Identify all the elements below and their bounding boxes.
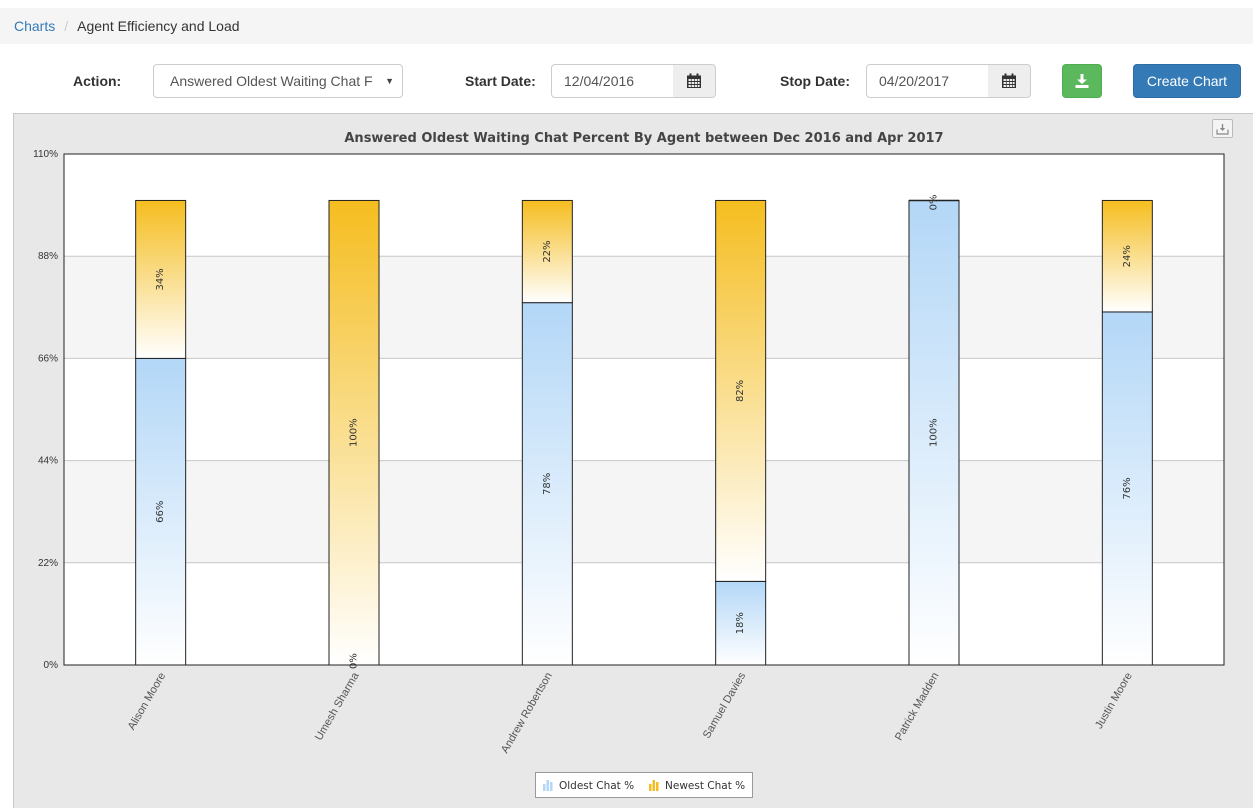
bar-oldest-chat	[1101, 311, 1153, 666]
legend-newest-icon	[652, 780, 655, 791]
legend-oldest-label: Oldest Chat %	[559, 780, 634, 792]
data-label-oldest: 18%	[735, 612, 746, 634]
legend-oldest-icon	[546, 780, 549, 791]
legend-box	[535, 772, 753, 798]
data-label-oldest: 66%	[155, 501, 166, 523]
plot-band	[64, 256, 1224, 359]
x-tick-label: Samuel Davies	[701, 670, 749, 740]
start-date-calendar-button[interactable]	[673, 64, 716, 98]
action-select-value: Answered Oldest Waiting Chat F	[170, 73, 373, 89]
stop-date-calendar-button[interactable]	[988, 64, 1031, 98]
bar-newest-chat	[521, 199, 573, 304]
plot-border	[63, 153, 1225, 666]
legend-newest-icon	[656, 782, 659, 791]
action-label: Action:	[73, 73, 122, 89]
chart-toolbar: Action: Answered Oldest Waiting Chat F ▼…	[0, 62, 1253, 102]
data-label-oldest: 76%	[1122, 477, 1133, 499]
calendar-icon	[1002, 73, 1016, 88]
chart-title: Answered Oldest Waiting Chat Percent By …	[344, 131, 943, 146]
calendar-icon	[687, 73, 701, 88]
action-select[interactable]: Answered Oldest Waiting Chat F ▼	[153, 64, 403, 98]
y-tick-label: 66%	[38, 353, 58, 364]
y-tick-label: 88%	[38, 251, 58, 262]
data-label-oldest: 78%	[542, 473, 553, 495]
breadcrumb-charts-link[interactable]: Charts	[14, 18, 56, 34]
download-button[interactable]	[1062, 64, 1102, 98]
data-label-newest: 22%	[542, 240, 553, 262]
breadcrumb-separator: /	[64, 18, 69, 34]
data-label-newest: 34%	[155, 268, 166, 290]
chart-export-button[interactable]	[1212, 119, 1233, 138]
breadcrumb: Charts / Agent Efficiency and Load	[0, 8, 1253, 44]
legend-newest-icon	[649, 784, 652, 791]
legend-oldest-icon	[550, 782, 553, 791]
bar-oldest-chat	[908, 199, 960, 666]
data-label-newest: 100%	[349, 418, 360, 447]
x-tick-label: Alison Moore	[126, 671, 168, 733]
data-label-newest: 24%	[1122, 245, 1133, 267]
y-tick-label: 44%	[38, 456, 58, 467]
data-label-newest: 82%	[735, 380, 746, 402]
download-icon	[1075, 74, 1089, 88]
chevron-down-icon: ▼	[385, 76, 394, 86]
x-tick-label: Andrew Robertson	[499, 671, 555, 756]
y-tick-label: 110%	[33, 149, 58, 160]
create-chart-button[interactable]: Create Chart	[1133, 64, 1241, 98]
x-tick-label: Umesh Sharma	[313, 670, 362, 743]
x-tick-label: Justin Moore	[1093, 671, 1135, 732]
start-date-input[interactable]: 12/04/2016	[551, 64, 674, 98]
bar-oldest-chat	[715, 580, 767, 666]
export-icon	[1216, 123, 1229, 135]
data-label-oldest: 100%	[929, 418, 940, 447]
plot-background	[64, 154, 1224, 665]
bar-newest-chat	[135, 199, 187, 359]
start-date-label: Start Date:	[465, 73, 536, 89]
legend-oldest-icon	[543, 784, 546, 791]
bar-newest-chat	[328, 199, 380, 666]
bar-newest-chat	[1101, 199, 1153, 313]
x-tick-label: Patrick Madden	[893, 671, 942, 743]
data-label-oldest: 0%	[349, 653, 360, 669]
data-label-newest: 0%	[929, 195, 940, 211]
legend-newest-label: Newest Chat %	[665, 780, 745, 792]
plot-band	[64, 460, 1224, 563]
breadcrumb-current: Agent Efficiency and Load	[77, 18, 240, 34]
bar-newest-chat	[715, 199, 767, 582]
y-tick-label: 0%	[44, 660, 59, 671]
y-tick-label: 22%	[38, 558, 58, 569]
stop-date-label: Stop Date:	[780, 73, 850, 89]
